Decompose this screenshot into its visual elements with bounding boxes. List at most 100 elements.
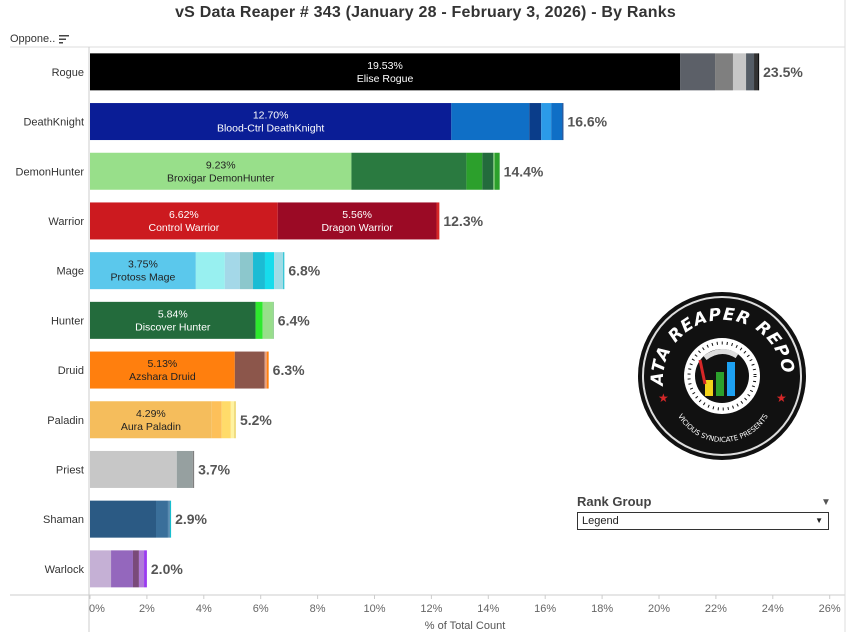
- bar-segment-warlock-4[interactable]: [144, 550, 147, 588]
- bar-segment-priest-1[interactable]: [176, 450, 193, 488]
- bar-segment-mage-4[interactable]: [253, 252, 265, 290]
- bar-total-label: 2.9%: [175, 511, 207, 527]
- bar-segment-mage-5[interactable]: [264, 252, 275, 290]
- row-label-priest: Priest: [56, 464, 84, 476]
- bar-segment-mage-7[interactable]: [283, 252, 285, 290]
- bar-segment-rogue-4[interactable]: [746, 53, 755, 91]
- segment-percent-label: 12.70%: [253, 110, 289, 122]
- rank-group-select[interactable]: Legend ▼: [577, 512, 829, 530]
- bar-total-label: 16.6%: [567, 114, 607, 130]
- rank-group-menu-caret-icon[interactable]: ▼: [821, 497, 831, 508]
- bar-total-label: 5.2%: [240, 412, 272, 428]
- bar-segment-shaman-2[interactable]: [167, 500, 170, 538]
- bar-segment-mage-6[interactable]: [274, 252, 284, 290]
- bar-segment-warrior-2[interactable]: [436, 202, 440, 240]
- bar-total-label: 23.5%: [763, 64, 803, 80]
- bar-total-label: 3.7%: [198, 461, 230, 477]
- bar-segment-druid-1[interactable]: [234, 351, 265, 389]
- bar-segment-mage-3[interactable]: [239, 252, 254, 290]
- x-tick-label: 0%: [89, 603, 105, 615]
- bar-segment-demonhunter-0[interactable]: [90, 152, 352, 190]
- bar-segment-mage-2[interactable]: [224, 252, 240, 290]
- bar-segment-rogue-6[interactable]: [758, 53, 760, 91]
- bar-segment-rogue-3[interactable]: [732, 53, 747, 91]
- segment-archetype-label: Discover Hunter: [135, 321, 211, 333]
- bar-segment-hunter-1[interactable]: [255, 301, 263, 339]
- segment-archetype-label: Blood-Ctrl DeathKnight: [217, 123, 324, 135]
- bar-segment-paladin-4[interactable]: [233, 401, 236, 439]
- bar-total-label: 6.8%: [288, 263, 320, 279]
- bar-segment-rogue-5[interactable]: [754, 53, 759, 91]
- bar-segment-demonhunter-3[interactable]: [482, 152, 494, 190]
- bar-segment-hunter-2[interactable]: [262, 301, 273, 339]
- segment-percent-label: 19.53%: [367, 60, 403, 72]
- segment-percent-label: 4.29%: [136, 408, 166, 420]
- bar-segment-shaman-0[interactable]: [90, 500, 157, 538]
- x-tick-label: 2%: [139, 603, 155, 615]
- bar-segment-warrior-1[interactable]: [277, 202, 437, 240]
- svg-text:★: ★: [658, 391, 669, 405]
- bar-segment-rogue-2[interactable]: [715, 53, 733, 91]
- bar-segment-druid-2[interactable]: [264, 351, 267, 389]
- bar-segment-priest-2[interactable]: [192, 450, 195, 488]
- bar-segment-druid-3[interactable]: [266, 351, 269, 389]
- segment-percent-label: 5.13%: [148, 358, 178, 370]
- bar-segment-mage-0[interactable]: [90, 252, 196, 290]
- bar-segment-demonhunter-4[interactable]: [493, 152, 495, 190]
- bar-segment-shaman-1[interactable]: [156, 500, 168, 538]
- bar-segment-warlock-3[interactable]: [138, 550, 145, 588]
- column-header[interactable]: Oppone..: [10, 33, 70, 45]
- bar-total-label: 6.4%: [278, 312, 310, 328]
- x-tick-label: 8%: [310, 603, 326, 615]
- bar-segment-demonhunter-2[interactable]: [466, 152, 483, 190]
- segment-archetype-label: Control Warrior: [148, 222, 219, 234]
- bar-segment-paladin-3[interactable]: [230, 401, 234, 439]
- segment-percent-label: 9.23%: [206, 159, 236, 171]
- bar-segment-warlock-0[interactable]: [90, 550, 112, 588]
- row-label-warrior: Warrior: [48, 216, 84, 228]
- bar-segment-druid-0[interactable]: [90, 351, 235, 389]
- segment-percent-label: 6.62%: [169, 209, 199, 221]
- rank-group-label: Rank Group: [577, 494, 652, 509]
- row-label-deathknight: DeathKnight: [23, 117, 84, 129]
- x-tick-label: 18%: [591, 603, 613, 615]
- bar-segment-demonhunter-1[interactable]: [351, 152, 467, 190]
- segment-percent-label: 3.75%: [128, 259, 158, 271]
- segment-percent-label: 5.56%: [342, 209, 372, 221]
- x-tick-label: 20%: [648, 603, 670, 615]
- bar-segment-deathknight-2[interactable]: [529, 103, 542, 141]
- bar-segment-rogue-1[interactable]: [680, 53, 716, 91]
- bar-segment-deathknight-4[interactable]: [551, 103, 563, 141]
- sort-icon[interactable]: [59, 34, 70, 44]
- bar-segment-warlock-1[interactable]: [111, 550, 133, 588]
- svg-text:★: ★: [776, 391, 787, 405]
- bar-segment-hunter-0[interactable]: [90, 301, 256, 339]
- bar-segment-deathknight-5[interactable]: [562, 103, 564, 141]
- bar-segment-priest-0[interactable]: [90, 450, 177, 488]
- x-tick-label: 6%: [253, 603, 269, 615]
- x-tick-label: 10%: [363, 603, 385, 615]
- bar-segment-hunter-3[interactable]: [272, 301, 274, 339]
- bar-segment-deathknight-0[interactable]: [90, 103, 452, 141]
- row-label-warlock: Warlock: [45, 564, 85, 576]
- segment-percent-label: 5.84%: [158, 308, 188, 320]
- bar-total-label: 2.0%: [151, 561, 183, 577]
- segment-archetype-label: Broxigar DemonHunter: [167, 172, 275, 184]
- x-tick-label: 14%: [477, 603, 499, 615]
- bar-segment-deathknight-1[interactable]: [451, 103, 530, 141]
- bar-segment-rogue-0[interactable]: [90, 53, 681, 91]
- bar-segment-paladin-1[interactable]: [211, 401, 222, 439]
- bar-segment-deathknight-3[interactable]: [541, 103, 552, 141]
- bar-total-label: 12.3%: [443, 213, 483, 229]
- segment-archetype-label: Azshara Druid: [129, 371, 196, 383]
- row-label-demonhunter: DemonHunter: [16, 166, 85, 178]
- x-tick-label: 16%: [534, 603, 556, 615]
- bar-segment-demonhunter-5[interactable]: [494, 152, 500, 190]
- bar-segment-paladin-2[interactable]: [221, 401, 231, 439]
- bar-segment-warrior-0[interactable]: [90, 202, 278, 240]
- bar-segment-shaman-3[interactable]: [169, 500, 172, 538]
- bar-segment-mage-1[interactable]: [195, 252, 225, 290]
- bar-segment-paladin-0[interactable]: [90, 401, 212, 439]
- bar-segment-warlock-2[interactable]: [132, 550, 139, 588]
